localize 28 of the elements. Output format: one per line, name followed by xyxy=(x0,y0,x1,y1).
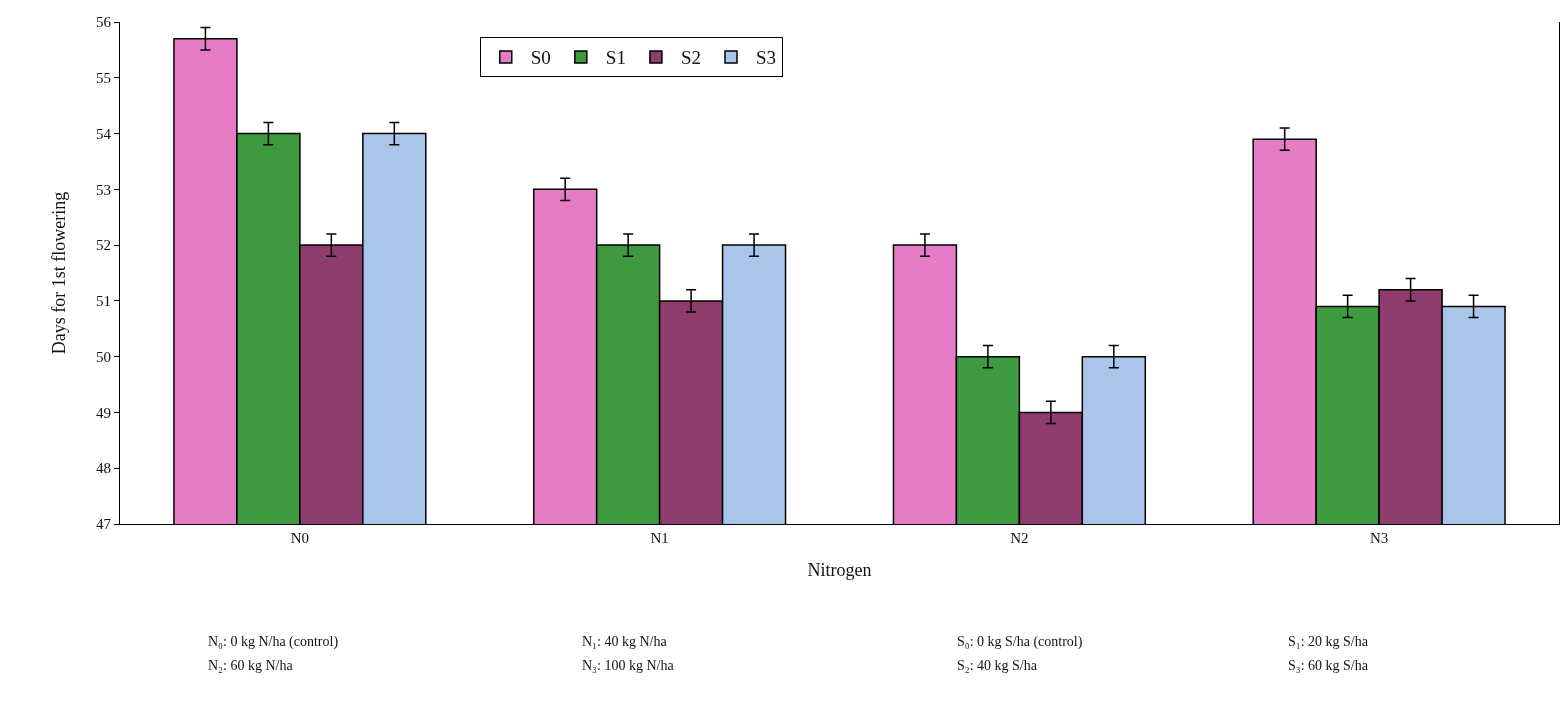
text: S₃: 60 kg S/ha xyxy=(1288,658,1369,673)
y-tick-label: 49 xyxy=(96,404,111,421)
y-tick-label: 56 xyxy=(96,14,112,31)
text: S₁: 20 kg S/ha xyxy=(1288,634,1369,649)
y-axis-title: Days for 1st flowering xyxy=(49,191,70,355)
text: S₂: 40 kg S/ha xyxy=(957,658,1038,673)
text: S₀: 0 kg S/ha (control) xyxy=(957,634,1083,650)
y-tick-label: 47 xyxy=(96,516,112,533)
legend-label: S3 xyxy=(755,47,777,69)
legend-label: S1 xyxy=(605,47,626,69)
y-tick-label: 50 xyxy=(96,348,111,365)
y-tick-label: 51 xyxy=(96,293,111,310)
y-tick-label: 53 xyxy=(96,181,111,198)
x-tick-label: N0 xyxy=(290,530,310,546)
x-tick-label: N1 xyxy=(650,530,669,546)
text: N₂: 60 kg N/ha xyxy=(208,658,294,673)
x-axis-title: Nitrogen xyxy=(807,560,872,581)
y-tick-label: 48 xyxy=(96,460,111,477)
y-tick-label: 52 xyxy=(96,237,111,254)
y-tick-label: 55 xyxy=(96,70,111,87)
legend-label: S0 xyxy=(530,47,551,69)
text: N₀: 0 kg N/ha (control) xyxy=(208,634,339,650)
x-tick-label: N2 xyxy=(1010,530,1029,546)
y-tick-label: 54 xyxy=(96,125,112,142)
x-tick-label: N3 xyxy=(1369,530,1389,546)
text: N₃: 100 kg N/ha xyxy=(582,658,675,673)
text: N₁: 40 kg N/ha xyxy=(582,634,668,649)
legend-label: S2 xyxy=(680,47,701,69)
